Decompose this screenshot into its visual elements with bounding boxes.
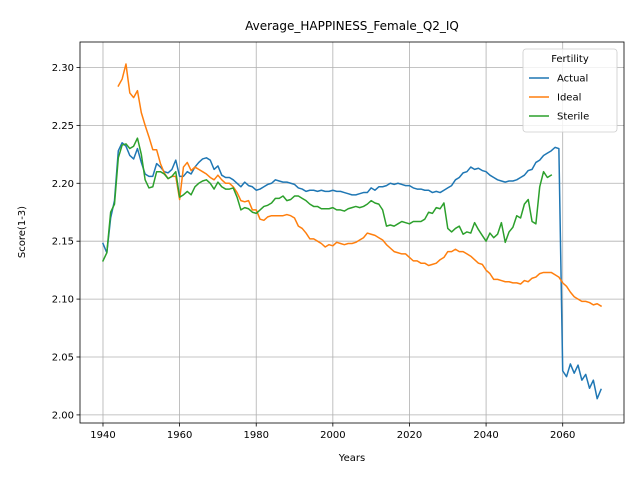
x-axis-ticks: 1940 1960 1980 2000 2020 2040 2060 xyxy=(90,423,575,441)
series-layer xyxy=(101,63,603,400)
legend: Fertility Actual Ideal Sterile xyxy=(522,48,618,133)
series-line-sterile xyxy=(101,137,553,262)
y-axis-label: Score(1-3) xyxy=(17,206,28,258)
y-tick-label: 2.25 xyxy=(52,121,74,132)
y-tick-label: 2.00 xyxy=(52,410,74,421)
plot-frame xyxy=(79,41,625,424)
y-tick-label: 2.15 xyxy=(52,237,74,248)
y-tick-label: 2.05 xyxy=(52,352,74,363)
x-tick-label: 1940 xyxy=(90,430,115,441)
legend-box xyxy=(522,48,618,133)
x-tick-label: 1960 xyxy=(167,430,192,441)
legend-label-ideal: Ideal xyxy=(557,93,581,104)
x-tick-label: 2060 xyxy=(550,430,575,441)
y-tick-label: 2.30 xyxy=(52,63,74,74)
x-tick-label: 2000 xyxy=(320,430,345,441)
grid-lines xyxy=(80,42,624,423)
legend-title: Fertility xyxy=(551,54,589,65)
y-tick-label: 2.20 xyxy=(52,179,74,190)
x-tick-label: 1980 xyxy=(243,430,268,441)
x-tick-label: 2040 xyxy=(473,430,498,441)
chart-title: Average_HAPPINESS_Female_Q2_IQ xyxy=(245,19,459,33)
series-line-actual xyxy=(102,142,602,400)
series-line-ideal xyxy=(117,63,603,308)
legend-label-actual: Actual xyxy=(557,74,588,85)
x-tick-label: 2020 xyxy=(397,430,422,441)
x-axis-label: Years xyxy=(338,453,365,464)
y-tick-label: 2.10 xyxy=(52,295,74,306)
legend-entries: Actual Ideal Sterile xyxy=(529,74,589,123)
legend-label-sterile: Sterile xyxy=(557,112,589,123)
y-axis-ticks: 2.00 2.05 2.10 2.15 2.20 2.25 2.30 xyxy=(52,63,80,421)
